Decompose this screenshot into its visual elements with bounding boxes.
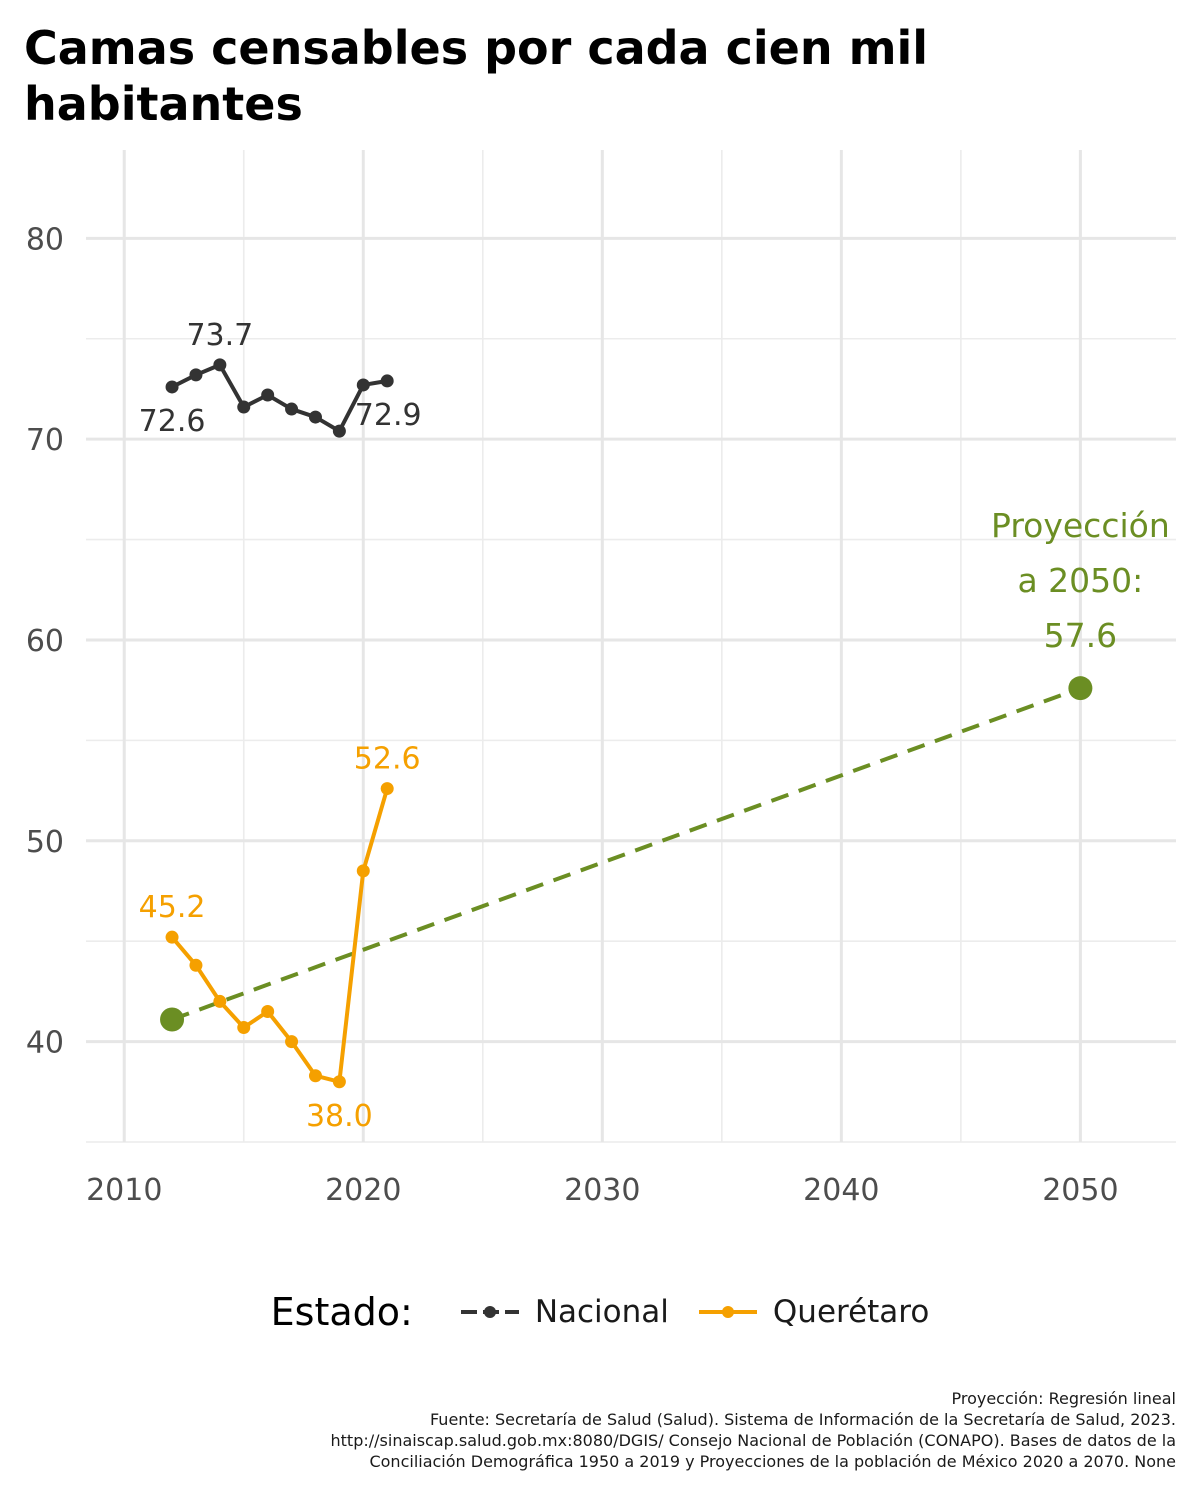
data-point-queretaro — [189, 958, 203, 972]
data-point-nacional — [308, 410, 322, 424]
legend: Estado: Nacional Querétaro — [0, 1282, 1200, 1342]
legend-item-queretaro: Querétaro — [697, 1294, 929, 1330]
y-tick-label: 40 — [26, 1026, 64, 1061]
y-tick-label: 80 — [26, 222, 64, 257]
data-label-nacional: 73.7 — [186, 318, 253, 353]
data-label-queretaro: 52.6 — [354, 742, 421, 777]
data-label-nacional: 72.9 — [355, 398, 422, 433]
x-axis-tick-labels: 2010 2020 2030 2040 2050 — [86, 1173, 1118, 1208]
data-point-queretaro — [165, 930, 179, 944]
data-label-queretaro: 45.2 — [139, 890, 206, 925]
data-point-nacional — [261, 388, 275, 402]
data-point-queretaro — [261, 1004, 275, 1018]
caption-line: http://sinaiscap.salud.gob.mx:8080/DGIS/… — [330, 1431, 1176, 1450]
caption-line: Fuente: Secretaría de Salud (Salud). Sis… — [429, 1410, 1176, 1429]
projection-annotation: Proyección — [991, 506, 1170, 545]
data-point-queretaro — [356, 864, 370, 878]
projection-annotation: 57.6 — [1044, 616, 1117, 655]
caption-line: Proyección: Regresión lineal — [951, 1389, 1176, 1408]
x-tick-label: 2040 — [803, 1173, 879, 1208]
projection-layer — [160, 676, 1093, 1032]
data-labels-layer: Proyección a 2050: 57.6 72.6 73.7 72.9 45.2 38.… — [139, 318, 1170, 1134]
projection-line — [171, 686, 1082, 1022]
data-point-nacional — [380, 374, 394, 388]
data-point-queretaro — [332, 1075, 346, 1089]
series-layer — [165, 358, 394, 1089]
y-tick-label: 50 — [26, 825, 64, 860]
y-tick-label: 60 — [26, 624, 64, 659]
data-point-nacional — [356, 378, 370, 392]
data-point-queretaro — [380, 782, 394, 796]
data-point-nacional — [332, 424, 346, 438]
x-tick-label: 2030 — [564, 1173, 640, 1208]
legend-label-queretaro: Querétaro — [772, 1294, 930, 1330]
x-tick-label: 2050 — [1042, 1173, 1118, 1208]
data-label-nacional: 72.6 — [139, 404, 206, 439]
series-line-queretaro — [170, 788, 390, 1084]
projection-point — [1068, 676, 1093, 701]
chart-title: Camas censables por cada cien mil habita… — [24, 21, 929, 131]
data-point-queretaro — [213, 994, 227, 1008]
data-point-queretaro — [237, 1021, 251, 1035]
legend-label-nacional: Nacional — [534, 1294, 669, 1330]
projection-point — [160, 1007, 185, 1032]
data-point-nacional — [213, 358, 227, 372]
minor-gridlines — [86, 150, 1176, 1143]
x-tick-label: 2020 — [325, 1173, 401, 1208]
legend-title: Estado: — [270, 1290, 413, 1334]
source-caption: Proyección: Regresión lineal Fuente: Sec… — [76, 1388, 1176, 1472]
data-point-nacional — [237, 400, 251, 414]
legend-key-nacional — [460, 1306, 519, 1318]
caption-line: Conciliación Demográfica 1950 a 2019 y P… — [369, 1452, 1176, 1471]
data-point-nacional — [285, 402, 299, 416]
y-axis-tick-labels: 40 50 60 70 80 — [26, 222, 64, 1060]
data-point-nacional — [165, 380, 179, 394]
data-label-queretaro: 38.0 — [306, 1099, 373, 1134]
legend-item-nacional: Nacional — [459, 1294, 669, 1330]
legend-key-queretaro — [698, 1306, 757, 1318]
data-point-queretaro — [308, 1069, 322, 1083]
series-line-nacional — [171, 362, 388, 434]
data-point-nacional — [189, 368, 203, 382]
major-gridlines — [86, 150, 1176, 1142]
y-tick-label: 70 — [26, 423, 64, 458]
x-tick-label: 2010 — [86, 1173, 162, 1208]
projection-annotation: a 2050: — [1017, 561, 1143, 600]
data-point-queretaro — [285, 1035, 299, 1049]
